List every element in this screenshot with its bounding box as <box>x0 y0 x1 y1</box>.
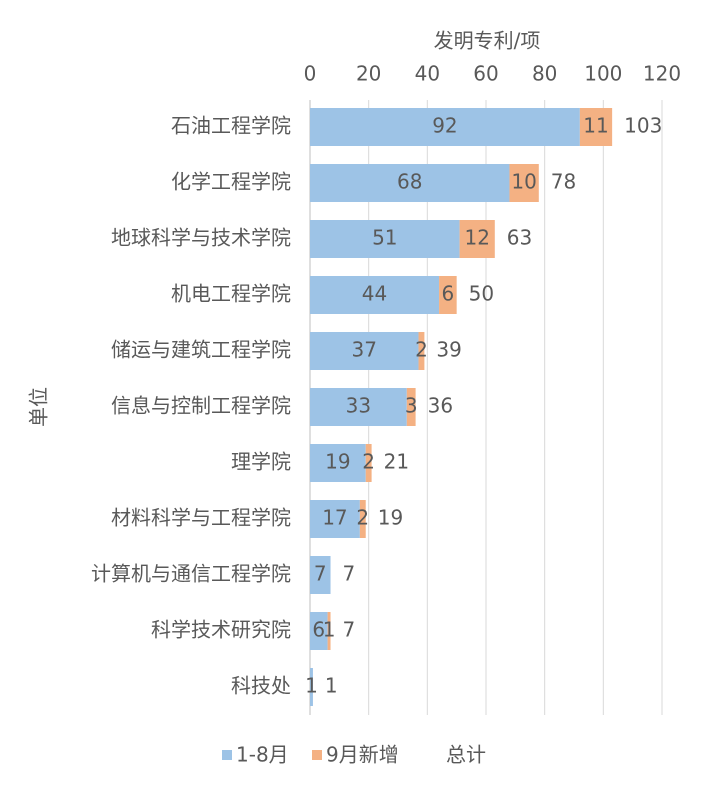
total-label: 50 <box>469 282 494 306</box>
bar <box>327 612 331 650</box>
total-label: 21 <box>384 450 409 474</box>
total-label: 7 <box>343 618 356 642</box>
bar-label: 1 <box>323 618 336 642</box>
total-label: 63 <box>507 226 532 250</box>
total-label: 103 <box>624 114 662 138</box>
x-tick-label: 60 <box>473 62 498 86</box>
bar-label: 6 <box>441 282 454 306</box>
bar-label: 92 <box>432 114 457 138</box>
y-tick-label: 化学工程学院 <box>171 170 291 194</box>
bar <box>310 164 510 202</box>
legend-swatch <box>312 750 322 760</box>
y-tick-label: 科技处 <box>231 674 291 698</box>
bar <box>310 108 580 146</box>
bar <box>359 500 366 538</box>
y-tick-label: 机电工程学院 <box>171 282 291 306</box>
bar-label: 68 <box>397 170 422 194</box>
bar-label: 33 <box>346 394 371 418</box>
x-tick-label: 40 <box>415 62 440 86</box>
bar <box>418 332 425 370</box>
bar <box>310 444 366 482</box>
y-tick-label: 理学院 <box>231 450 291 474</box>
bar-label: 37 <box>352 338 377 362</box>
bar-label: 6 <box>312 618 325 642</box>
total-label: 7 <box>343 562 356 586</box>
x-tick-label: 20 <box>356 62 381 86</box>
bar <box>579 108 613 146</box>
bar <box>509 164 539 202</box>
bar-label: 10 <box>511 170 536 194</box>
bar <box>310 500 360 538</box>
bar-label: 17 <box>322 506 347 530</box>
bar-label: 11 <box>583 114 608 138</box>
bar <box>365 444 372 482</box>
total-label: 78 <box>551 170 576 194</box>
legend-label: 1-8月 <box>236 743 289 767</box>
bar <box>310 668 313 706</box>
bar-label: 51 <box>372 226 397 250</box>
y-tick-label: 地球科学与技术学院 <box>111 226 291 250</box>
chart-title: 发明专利/项 <box>434 29 541 53</box>
bar-label: 44 <box>362 282 387 306</box>
total-label: 1 <box>325 674 338 698</box>
bar <box>310 388 407 426</box>
total-label: 39 <box>436 338 461 362</box>
legend-label: 9月新增 <box>326 743 399 767</box>
x-tick-label: 120 <box>643 62 681 86</box>
y-tick-label: 储运与建筑工程学院 <box>111 338 291 362</box>
bar <box>310 276 440 314</box>
bar <box>459 220 495 258</box>
bar <box>310 556 331 594</box>
x-tick-label: 0 <box>304 62 317 86</box>
y-tick-label: 信息与控制工程学院 <box>111 394 291 418</box>
y-axis-label: 单位 <box>27 387 51 427</box>
y-tick-label: 材料科学与工程学院 <box>111 506 291 530</box>
bar <box>406 388 416 426</box>
x-tick-label: 80 <box>532 62 557 86</box>
y-tick-label: 科学技术研究院 <box>151 618 291 642</box>
bar <box>310 612 328 650</box>
bar-label: 3 <box>405 394 418 418</box>
total-label: 36 <box>428 394 453 418</box>
bar-label: 7 <box>314 562 327 586</box>
bar-label: 19 <box>325 450 350 474</box>
bar <box>310 220 460 258</box>
total-label: 19 <box>378 506 403 530</box>
bar-label: 2 <box>362 450 375 474</box>
x-tick-label: 100 <box>584 62 622 86</box>
legend-swatch <box>222 750 232 760</box>
bar-label: 2 <box>356 506 369 530</box>
y-tick-label: 计算机与通信工程学院 <box>91 562 291 586</box>
bar <box>439 276 457 314</box>
legend-label: 总计 <box>446 743 486 767</box>
y-tick-label: 石油工程学院 <box>171 114 291 138</box>
bar <box>310 332 419 370</box>
bar-label: 12 <box>464 226 489 250</box>
bar-label: 2 <box>415 338 428 362</box>
bar-label: 1 <box>305 674 318 698</box>
